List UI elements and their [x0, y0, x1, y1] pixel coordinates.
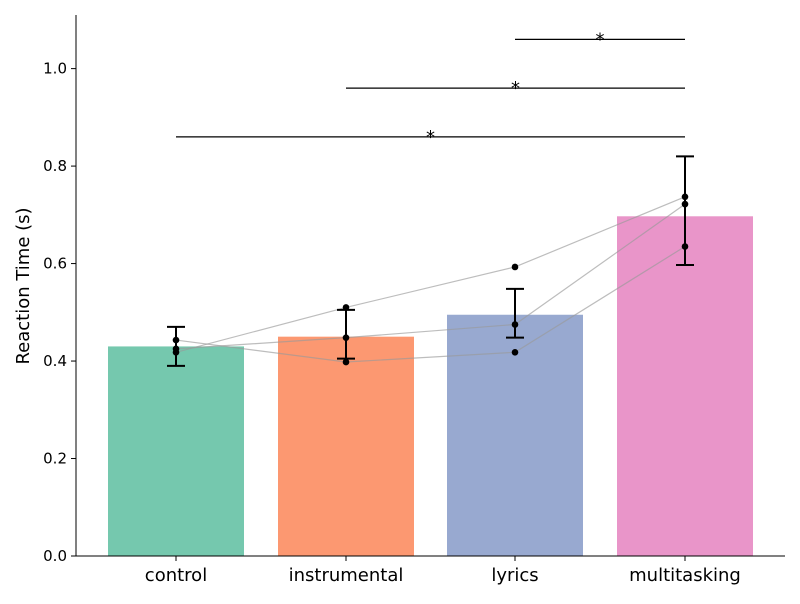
bar-instrumental [278, 336, 414, 556]
y-tick-label: 0.4 [43, 352, 67, 370]
y-tick-label: 0.8 [43, 157, 67, 175]
y-axis-label: Reaction Time (s) [13, 207, 34, 364]
y-tick-label: 1.0 [43, 60, 67, 78]
y-tick-label: 0.2 [43, 450, 67, 468]
error-bars-layer [167, 155, 694, 367]
subject-line-2 [175, 203, 686, 350]
subject-point-1-lyrics [511, 348, 519, 356]
significance-layer: * * * [176, 29, 685, 148]
y-ticks-layer: 0.0 0.2 0.4 0.6 0.8 1.0 [43, 60, 76, 565]
x-tick-label: instrumental [289, 565, 404, 586]
subject-point-1-instrumental [342, 358, 350, 366]
x-tick-label: lyrics [491, 565, 538, 586]
bar-control [108, 346, 244, 556]
y-tick-label: 0.0 [43, 547, 67, 565]
subject-point-3-lyrics [511, 263, 519, 271]
subject-line-3 [175, 196, 686, 353]
significance-star-1: * [596, 29, 605, 50]
significance-star-3: * [426, 127, 435, 148]
significance-star-2: * [511, 78, 520, 99]
subject-line-1 [175, 245, 686, 363]
bars-layer [108, 216, 753, 556]
bar-multitasking [617, 216, 753, 556]
x-tick-label: multitasking [629, 565, 741, 586]
subject-lines-layer [175, 196, 686, 363]
subject-points-layer [172, 193, 689, 366]
y-tick-label: 0.6 [43, 255, 67, 273]
x-ticks-layer: control instrumental lyrics multitasking [145, 556, 741, 586]
axes-layer [75, 15, 785, 557]
x-tick-label: control [145, 565, 207, 586]
